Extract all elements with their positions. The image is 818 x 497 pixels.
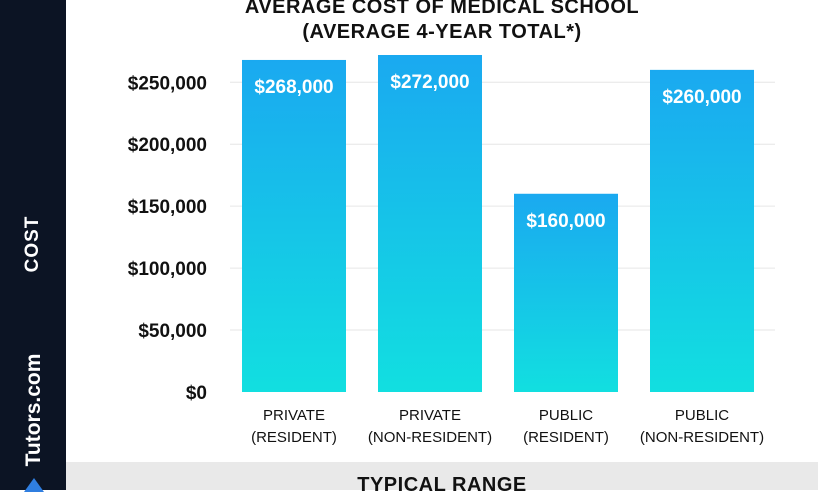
data-label: $268,000 <box>254 77 333 98</box>
bar <box>242 59 346 393</box>
y-tick-label: $50,000 <box>138 321 207 342</box>
data-label: $272,000 <box>390 72 469 93</box>
bar <box>378 55 482 392</box>
data-labels: $268,000 $272,000 $160,000 $260,000 <box>254 72 741 232</box>
x-tick-label: (RESIDENT) <box>523 429 609 446</box>
chart-title: AVERAGE COST OF MEDICAL SCHOOL <box>244 0 640 18</box>
x-tick-label: PRIVATE <box>263 407 325 424</box>
y-tick-label: $100,000 <box>128 259 207 280</box>
data-label: $160,000 <box>526 211 605 232</box>
x-tick-label: (NON-RESIDENT) <box>368 429 492 446</box>
typical-range-band: TYPICAL RANGE <box>66 462 818 496</box>
x-tick-labels: PRIVATE (RESIDENT) PRIVATE (NON-RESIDENT) PU… <box>251 407 764 446</box>
bars <box>242 55 754 393</box>
x-tick-label: PUBLIC <box>675 407 729 424</box>
bar <box>514 193 618 392</box>
x-tick-label: PUBLIC <box>539 407 593 424</box>
x-tick-label: (NON-RESIDENT) <box>640 429 764 446</box>
x-tick-label: (RESIDENT) <box>251 429 337 446</box>
y-tick-label: $200,000 <box>128 135 207 156</box>
bar <box>650 69 754 392</box>
data-label: $260,000 <box>662 87 741 108</box>
left-sidebar: COST Tutors.com <box>0 0 66 492</box>
y-tick-label: $0 <box>186 383 207 404</box>
typical-range-label: TYPICAL RANGE <box>357 474 527 496</box>
x-tick-label: PRIVATE <box>399 407 461 424</box>
brand-mark-icon <box>24 478 44 492</box>
y-tick-label: $250,000 <box>128 73 207 94</box>
chart-subtitle: (AVERAGE 4-YEAR TOTAL*) <box>302 21 582 43</box>
y-tick-labels: $0 $50,000 $100,000 $150,000 $200,000 $250,00… <box>128 73 207 404</box>
y-tick-label: $150,000 <box>128 197 207 218</box>
